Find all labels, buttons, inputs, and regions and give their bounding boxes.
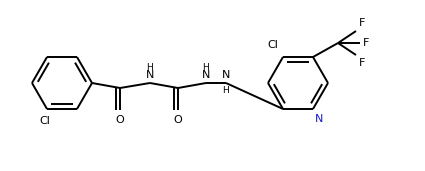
- Text: N: N: [202, 70, 210, 80]
- Text: N: N: [315, 114, 323, 124]
- Text: Cl: Cl: [40, 116, 51, 126]
- Text: H: H: [223, 86, 230, 95]
- Text: N: N: [146, 70, 154, 80]
- Text: N: N: [222, 70, 230, 80]
- Text: O: O: [116, 115, 125, 125]
- Text: F: F: [359, 58, 366, 68]
- Text: Cl: Cl: [267, 40, 278, 50]
- Text: H: H: [147, 63, 153, 72]
- Text: F: F: [363, 38, 369, 48]
- Text: O: O: [174, 115, 182, 125]
- Text: H: H: [203, 63, 210, 72]
- Text: F: F: [359, 18, 366, 28]
